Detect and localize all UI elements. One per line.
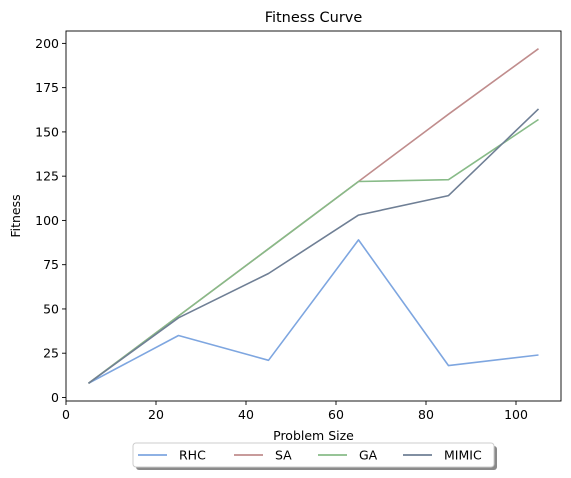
legend-label-rhc: RHC [179,448,206,463]
legend-label-sa: SA [275,448,292,463]
plot-lines [88,48,540,385]
series-line-rhc [88,239,539,385]
legend: RHC SA GA MIMIC [132,442,497,470]
series-line-ga [88,118,539,384]
chart-title: Fitness Curve [265,10,363,26]
x-tick-label: 100 [504,407,528,422]
legend-label-mimic: MIMIC [444,448,482,463]
y-tick-label: 75 [43,257,59,272]
y-tick-label: 50 [43,301,59,316]
y-tick-label: 150 [35,124,59,139]
y-tick-label: 200 [35,36,59,51]
y-tick-label: 100 [35,213,59,228]
y-tick-label: 0 [51,390,59,405]
x-tick-label: 80 [418,407,434,422]
x-tick-label: 60 [328,407,344,422]
y-axis-label: Fitness [8,194,23,237]
x-tick-label: 20 [148,407,164,422]
legend-box [132,442,495,468]
y-axis-ticks: 0 25 50 75 100 125 150 175 200 [35,36,66,405]
x-axis-label: Problem Size [273,428,354,443]
x-tick-label: 40 [238,407,254,422]
x-tick-label: 0 [62,407,70,422]
series-line-mimic [88,108,540,384]
y-tick-label: 175 [35,80,59,95]
legend-label-ga: GA [359,448,378,463]
plot-frame [65,30,562,402]
y-tick-label: 125 [35,169,59,184]
x-axis-ticks: 0 20 40 60 80 100 [62,401,528,422]
y-tick-label: 25 [43,346,59,361]
